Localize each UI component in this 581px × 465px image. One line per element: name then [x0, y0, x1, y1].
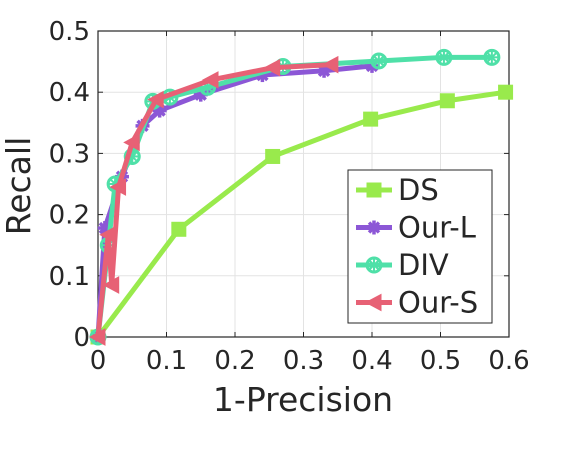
series-layer [88, 48, 514, 346]
x-axis-title: 1-Precision [213, 380, 393, 419]
x-tick-label: 0.1 [146, 346, 187, 376]
data-point [88, 328, 106, 346]
y-tick-label: 0 [73, 323, 90, 353]
x-tick-label: 0 [90, 346, 107, 376]
data-point [201, 71, 219, 89]
data-point [109, 178, 127, 196]
legend-label: DIV [398, 248, 449, 282]
data-point [435, 48, 453, 66]
legend-item: DIV [356, 248, 449, 282]
data-point [102, 276, 120, 294]
data-point-spoke [438, 51, 450, 63]
data-point [367, 220, 381, 235]
data-point [99, 225, 116, 244]
y-tick-label: 0.5 [49, 17, 90, 47]
data-point [483, 48, 501, 66]
data-point [321, 55, 339, 74]
data-point [439, 93, 455, 109]
data-point-spoke [367, 221, 381, 234]
y-tick-label: 0.1 [49, 262, 90, 292]
data-point [263, 58, 281, 77]
data-point-spoke [486, 51, 498, 63]
data-point [363, 111, 379, 127]
data-point [364, 293, 382, 312]
x-tick-label: 0.4 [351, 346, 392, 376]
x-tick-label: 0.2 [214, 346, 255, 376]
data-point [171, 221, 187, 237]
legend-label: DS [398, 173, 439, 207]
series-our-s [88, 55, 339, 346]
legend-item: Our-S [356, 286, 478, 320]
x-tick-label: 0.6 [488, 346, 529, 376]
y-tick-label: 0.2 [49, 201, 90, 231]
y-tick-label: 0.4 [49, 78, 90, 108]
data-point [147, 90, 164, 109]
legend-item: Our-L [356, 211, 476, 245]
tick-labels: 0 0.1 0.2 0.3 0.4 0.5 0.6 0 0.1 0.2 0.3 0.4 0.5 [49, 17, 530, 376]
data-point [123, 133, 140, 152]
series-line [96, 89, 506, 339]
data-point [498, 84, 514, 100]
y-tick-label: 0.3 [49, 139, 90, 169]
data-point [265, 148, 281, 164]
x-tick-label: 0.3 [283, 346, 324, 376]
data-point [366, 182, 382, 198]
data-point-spoke [373, 55, 385, 67]
legend-label: Our-S [398, 286, 478, 320]
data-point [370, 52, 388, 70]
data-point-spoke [368, 259, 380, 271]
y-axis-title: Recall [0, 137, 38, 235]
x-tick-label: 0.5 [420, 346, 461, 376]
legend-label: Our-L [398, 211, 476, 245]
legend-item: DS [356, 173, 439, 207]
data-point [365, 256, 383, 274]
